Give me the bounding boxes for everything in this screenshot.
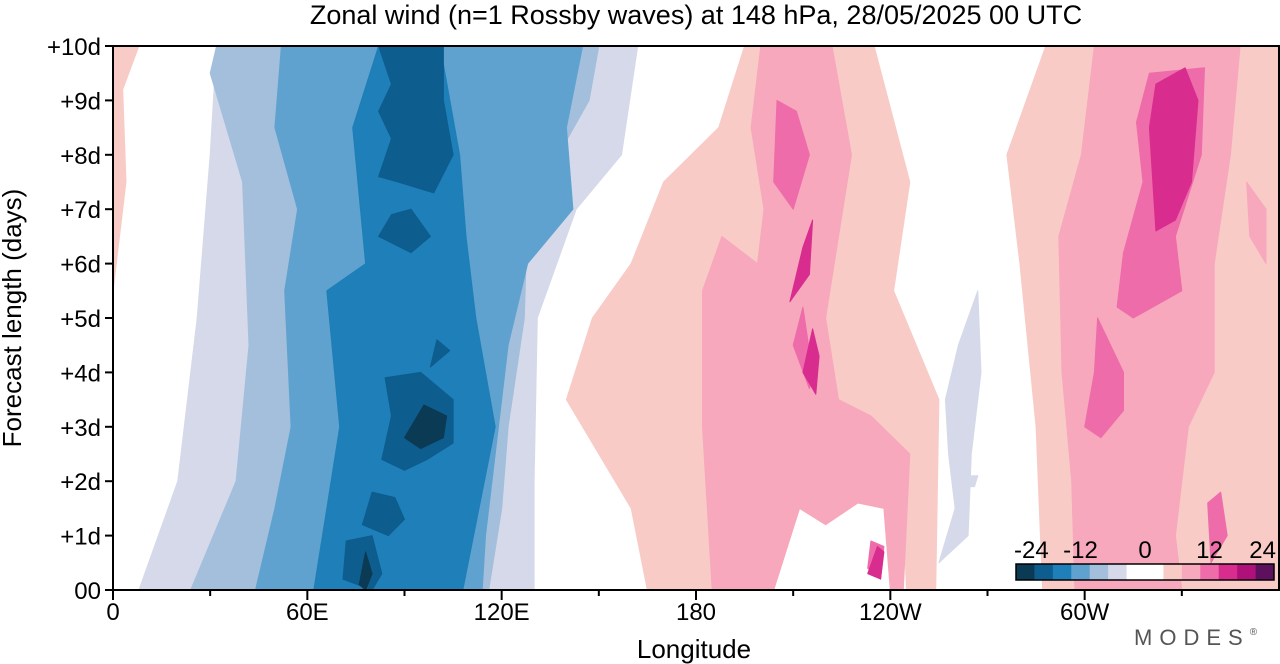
colorbar-swatch [1108, 564, 1127, 580]
y-tick-label: +7d [60, 197, 101, 224]
contour-pos-1-0 [113, 46, 140, 292]
contour-pos-4-1 [802, 328, 820, 395]
chart-title: Zonal wind (n=1 Rossby waves) at 148 hPa… [310, 0, 1082, 30]
y-tick-label: +3d [60, 415, 101, 442]
colorbar-swatch [1016, 564, 1035, 580]
modes-logo: MODES® [1134, 625, 1264, 650]
colorbar-label: 12 [1196, 537, 1223, 564]
x-tick-label: 120W [859, 599, 922, 626]
colorbar-frame [1015, 563, 1275, 581]
contour-neg-5-3 [429, 339, 451, 368]
contour-pos-2-0 [702, 46, 911, 590]
y-tick-label: +8d [60, 143, 101, 170]
colorbar-swatch [1255, 564, 1275, 580]
contour-neg-1-isolated-0 [967, 475, 979, 488]
colorbar-swatch [1218, 564, 1238, 580]
colorbar-swatch [1071, 564, 1091, 580]
contour-pos-2-2 [1246, 181, 1267, 265]
y-tick-label: +4d [60, 360, 101, 387]
colorbar-swatch [1200, 564, 1220, 580]
x-tick-label: 0 [106, 599, 119, 626]
contour-neg-5-1 [361, 491, 405, 537]
colorbar-swatch [1181, 564, 1201, 580]
contour-neg-1-1 [938, 290, 982, 564]
contour-neg-6-1 [404, 404, 448, 450]
contour-pos-2-1 [1058, 46, 1241, 590]
colorbar-label: -12 [1063, 537, 1098, 564]
y-tick-label: 00 [74, 578, 101, 605]
contour-pos-4-3 [1148, 67, 1199, 232]
axes: 0 60E 120E 180 120W 60W 00 +1d +2d +3d +4d +5d +6d +7… [47, 34, 1280, 626]
x-tick-label: 60E [286, 599, 329, 626]
y-tick-label: +2d [60, 469, 101, 496]
colorbar-swatch [1126, 564, 1146, 580]
colorbar-swatch [1163, 564, 1183, 580]
colorbar: -24 -12 0 12 24 [1014, 537, 1276, 581]
contour-pos-4-0 [789, 219, 814, 303]
x-tick-label: 120E [474, 599, 530, 626]
contour-pos-3-5 [1207, 491, 1228, 564]
y-tick-label: +10d [47, 34, 101, 61]
colorbar-swatch [1237, 564, 1256, 580]
colorbar-label: 24 [1249, 537, 1276, 564]
contour-neg-6-0 [358, 551, 373, 590]
colorbar-swatch [1052, 564, 1072, 580]
colorbar-swatch [1089, 564, 1109, 580]
colorbar-swatch [1145, 564, 1164, 580]
colorbar-label: 0 [1138, 537, 1151, 564]
y-axis-label: Forecast length (days) [0, 189, 27, 448]
contour-neg-5-0 [342, 535, 383, 590]
colorbar-label: -24 [1014, 537, 1049, 564]
contour-pos-3-0 [773, 99, 810, 210]
y-tick-label: +5d [60, 306, 101, 333]
contour-pos-4-2 [867, 546, 885, 580]
colorbar-swatch [1034, 564, 1054, 580]
x-axis-label: Longitude [637, 634, 751, 664]
x-tick-label: 60W [1060, 599, 1110, 626]
contour-neg-5-5 [378, 46, 454, 194]
contour-pos-3-3 [1084, 317, 1124, 439]
contour-neg-5-4 [378, 208, 431, 254]
y-tick-label: +6d [60, 252, 101, 279]
y-tick-label: +1d [60, 524, 101, 551]
x-tick-label: 180 [676, 599, 716, 626]
contour-neg-4-0 [313, 46, 496, 590]
y-tick-label: +9d [60, 88, 101, 115]
plot-area [113, 46, 1279, 590]
